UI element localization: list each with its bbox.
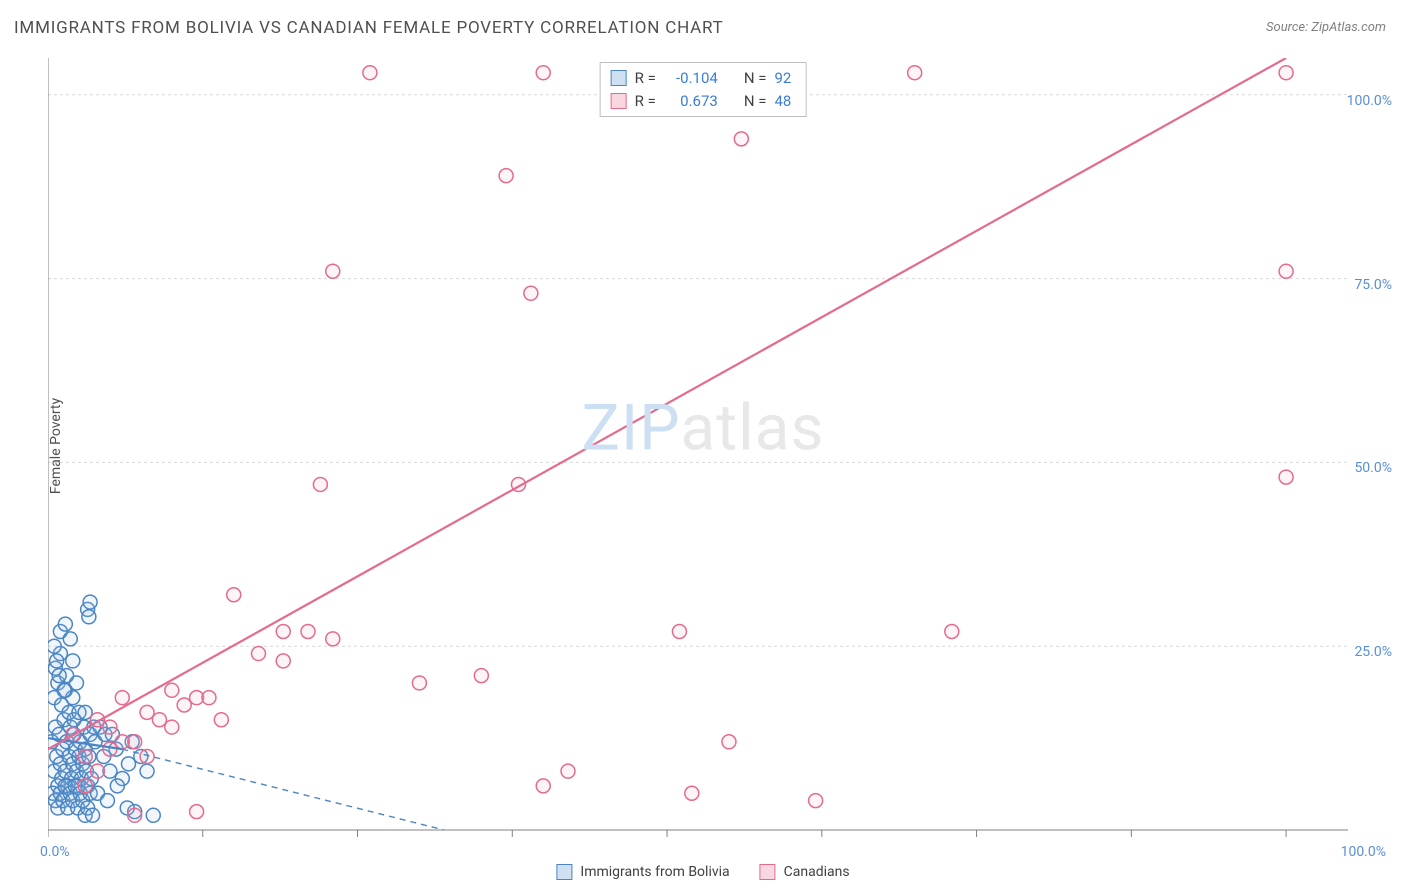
chart-svg [48,58,1388,850]
y-tick-label: 25.0% [1354,644,1392,660]
legend-series: Immigrants from Bolivia Canadians [556,864,849,880]
n-label: N = [744,67,767,90]
r-label: R = [635,67,656,90]
y-tick-label: 100.0% [1347,93,1392,109]
legend-row: R = -0.104 N = 92 [611,67,792,90]
r-label: R = [635,90,656,113]
legend-label: Immigrants from Bolivia [580,864,729,880]
legend-item: Immigrants from Bolivia [556,864,729,880]
r-value: -0.104 [664,67,718,90]
n-value: 92 [774,67,791,90]
y-tick-label: 50.0% [1354,460,1392,476]
legend-row: R = 0.673 N = 48 [611,90,792,113]
legend-swatch [611,70,627,86]
chart-title: IMMIGRANTS FROM BOLIVIA VS CANADIAN FEMA… [14,18,724,38]
scatter-plot [48,58,1388,850]
legend-swatch [556,864,572,880]
legend-swatch [611,93,627,109]
r-value: 0.673 [664,90,718,113]
legend-item: Canadians [760,864,850,880]
x-tick-label-start: 0.0% [40,844,70,860]
n-label: N = [744,90,767,113]
y-tick-label: 75.0% [1354,277,1392,293]
legend-label: Canadians [784,864,850,880]
legend-correlation: R = -0.104 N = 92 R = 0.673 N = 48 [600,62,807,117]
x-tick-label-end: 100.0% [1341,844,1386,860]
legend-swatch [760,864,776,880]
source-attribution: Source: ZipAtlas.com [1266,20,1386,35]
n-value: 48 [774,90,791,113]
